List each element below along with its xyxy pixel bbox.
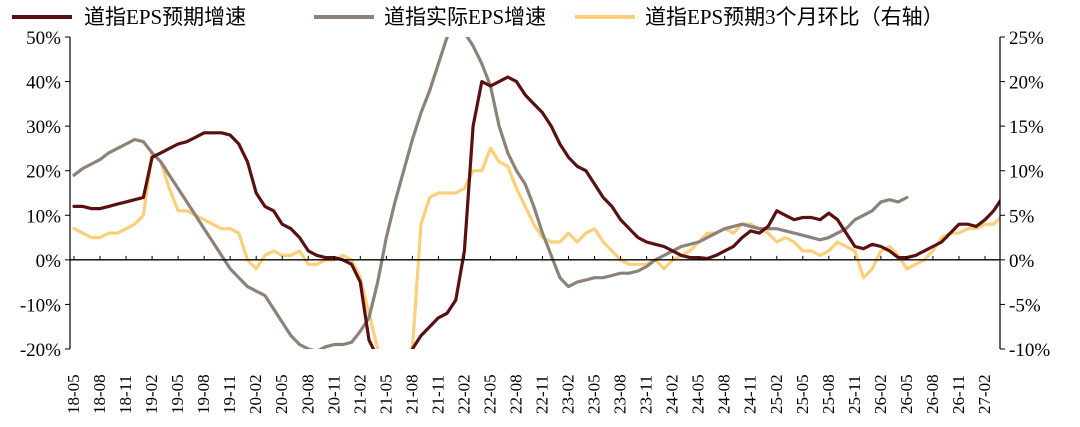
- x-tick-label: 19-02: [142, 374, 161, 414]
- y-right-tick-label: 10%: [1009, 162, 1044, 183]
- x-tick-label: 22-02: [454, 374, 473, 414]
- legend-label-1: 道指EPS预期增速: [84, 5, 246, 29]
- y-left-tick-label: 50%: [26, 28, 61, 49]
- x-tick-label: 19-11: [220, 375, 239, 414]
- x-tick-label: 23-02: [559, 374, 578, 414]
- series-line-2: [72, 37, 909, 349]
- y-right-tick-label: 20%: [1009, 73, 1044, 94]
- legend-label-3: 道指EPS预期3个月环比（右轴）: [645, 5, 944, 29]
- x-tick-label: 24-05: [689, 374, 708, 414]
- y-right-tick-label: -5%: [1009, 295, 1041, 316]
- x-tick-label: 25-05: [793, 374, 812, 414]
- x-tick-label: 22-11: [533, 375, 552, 414]
- x-tick-label: 18-08: [90, 374, 109, 414]
- axes: -20% -10% 0% 10% 20% 30% 40% 50% -10% -5% 0% 5% 10% 1…: [20, 28, 1050, 414]
- x-tick-label: 21-11: [428, 375, 447, 414]
- x-tick-label: 22-05: [480, 374, 499, 414]
- x-tick-label: 24-02: [663, 374, 682, 414]
- legend: 道指EPS预期增速 道指实际EPS增速 道指EPS预期3个月环比（右轴）: [12, 5, 944, 29]
- x-tick-label: 18-05: [64, 374, 83, 414]
- x-tick-label: 25-02: [767, 374, 786, 414]
- x-tick-label: 23-11: [637, 375, 656, 414]
- x-tick-label: 21-08: [402, 374, 421, 414]
- y-left-tick-label: 0%: [36, 251, 62, 272]
- series-layer: [72, 37, 1000, 349]
- x-tick-label: 20-05: [272, 374, 291, 414]
- y-left-tick-label: 40%: [26, 73, 61, 94]
- x-tick-label: 25-08: [819, 374, 838, 414]
- y-left-tick-label: 10%: [26, 206, 61, 227]
- x-tick-label: 26-08: [923, 374, 942, 414]
- x-tick-label: 23-05: [585, 374, 604, 414]
- legend-label-2: 道指实际EPS增速: [384, 5, 546, 29]
- x-tick-label: 27-02: [975, 374, 994, 414]
- y-right-tick-label: 0%: [1009, 251, 1035, 272]
- y-right-tick-label: 15%: [1009, 117, 1044, 138]
- x-tick-label: 26-11: [949, 375, 968, 414]
- x-tick-label: 25-11: [845, 375, 864, 414]
- y-left-tick-label: -10%: [20, 295, 61, 316]
- x-tick-label: 23-08: [611, 374, 630, 414]
- series-line-3: [72, 146, 1000, 349]
- x-tick-label: 19-05: [168, 374, 187, 414]
- x-tick-label: 20-08: [298, 374, 317, 414]
- y-left-tick-label: -20%: [20, 340, 61, 361]
- x-tick-label: 22-08: [506, 374, 525, 414]
- x-tick-label: 18-11: [116, 375, 135, 414]
- x-tick-label: 24-11: [741, 375, 760, 414]
- x-tick-label: 19-08: [194, 374, 213, 414]
- y-left-tick-label: 20%: [26, 162, 61, 183]
- x-tick-label: 24-08: [715, 374, 734, 414]
- series-line-1: [72, 75, 1000, 349]
- y-right-tick-label: -10%: [1009, 340, 1050, 361]
- x-tick-label: 20-11: [324, 375, 343, 414]
- x-tick-label: 21-05: [376, 374, 395, 414]
- y-right-tick-label: 25%: [1009, 28, 1044, 49]
- x-tick-label: 20-02: [246, 374, 265, 414]
- y-left-tick-label: 30%: [26, 117, 61, 138]
- x-tick-label: 26-02: [871, 374, 890, 414]
- x-tick-label: 21-02: [350, 374, 369, 414]
- y-right-tick-label: 5%: [1009, 206, 1035, 227]
- x-tick-label: 26-05: [897, 374, 916, 414]
